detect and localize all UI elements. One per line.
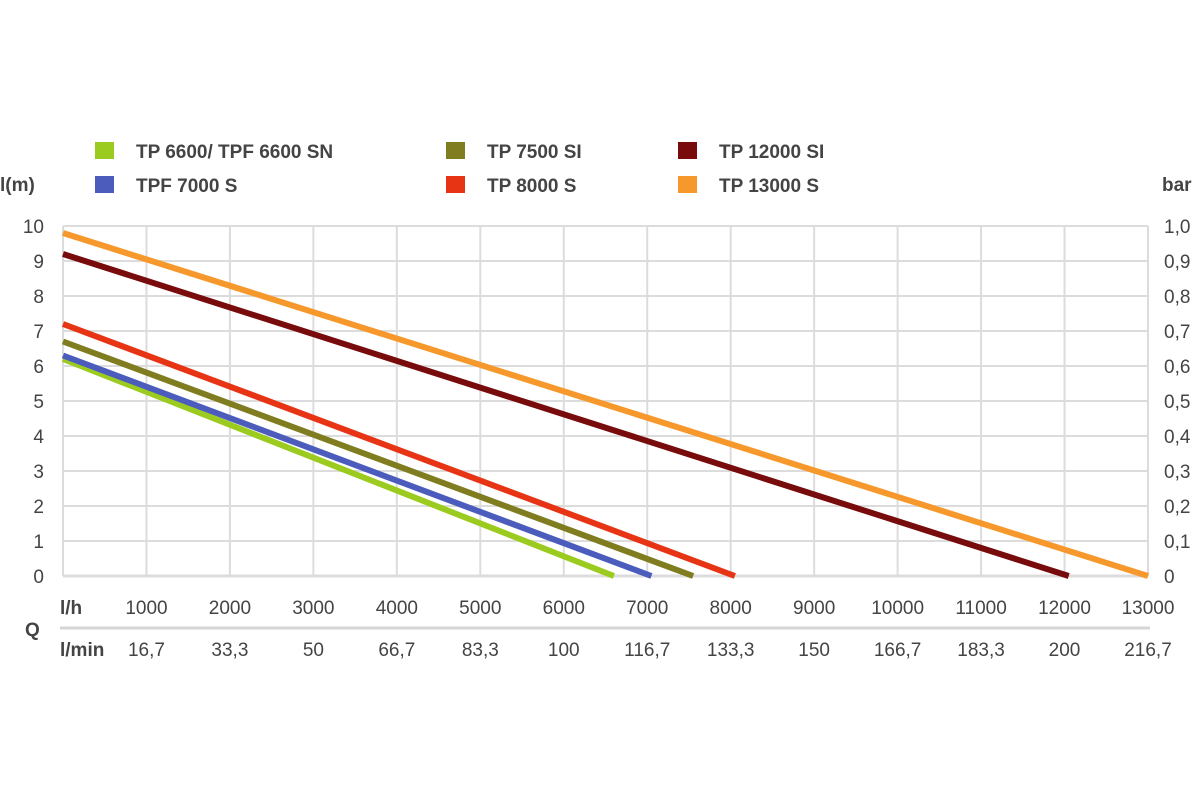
- x-tick-lmin: 16,7: [128, 640, 165, 661]
- y-tick-left: 6: [33, 357, 44, 378]
- series-line: [61, 352, 653, 579]
- y-tick-right: 0,6: [1164, 357, 1190, 378]
- series-line: [61, 321, 736, 579]
- legend-label: TP 12000 SI: [719, 142, 824, 163]
- y-tick-right: 0,2: [1164, 497, 1190, 518]
- x-tick-lmin: 50: [303, 640, 324, 661]
- legend-swatch: [446, 176, 465, 193]
- y-tick-left: 7: [33, 322, 44, 343]
- legend-label: TPF 7000 S: [136, 176, 237, 197]
- legend-swatch: [95, 176, 114, 193]
- x-tick-lh: 6000: [543, 598, 585, 619]
- x-tick-lmin: 216,7: [1124, 640, 1172, 661]
- y-tick-left: 8: [33, 287, 44, 308]
- series-line: [62, 230, 1149, 579]
- legend: TP 6600/ TPF 6600 SN TPF 7000 S TP 7500 SI…: [95, 142, 824, 197]
- x-tick-lmin: 200: [1049, 640, 1081, 661]
- x-unit-lmin: l/min: [60, 640, 104, 661]
- x-tick-lh: 10000: [871, 598, 924, 619]
- y-tick-left: 2: [33, 497, 44, 518]
- legend-swatch: [95, 142, 114, 159]
- x-tick-lmin: 166,7: [874, 640, 922, 661]
- y-tick-right: 0,5: [1164, 392, 1190, 413]
- x-tick-lmin: 183,3: [957, 640, 1005, 661]
- legend-swatch: [446, 142, 465, 159]
- series-line: [62, 251, 1070, 579]
- y-tick-left: 0: [33, 567, 44, 588]
- y-tick-right: 0,3: [1164, 462, 1190, 483]
- y-tick-left: 3: [33, 462, 44, 483]
- x-tick-lmin: 66,7: [378, 640, 415, 661]
- x-unit-lh: l/h: [60, 598, 82, 619]
- x-tick-lh: 4000: [376, 598, 418, 619]
- x-tick-lh: 13000: [1122, 598, 1175, 619]
- x-tick-lh: 1000: [125, 598, 167, 619]
- legend-swatch: [678, 142, 697, 159]
- x-tick-lh: 2000: [209, 598, 251, 619]
- y-tick-right: 0: [1164, 567, 1175, 588]
- legend-swatch: [678, 176, 697, 193]
- y-tick-right: 0,4: [1164, 427, 1191, 448]
- x-tick-lh: 11000: [955, 598, 1006, 619]
- series-line: [61, 338, 695, 579]
- y-tick-left: 10: [23, 217, 44, 238]
- y-tick-right: 0,9: [1164, 252, 1190, 273]
- legend-label: TP 8000 S: [487, 176, 576, 197]
- x-tick-lh: 7000: [626, 598, 668, 619]
- x-tick-lmin: 100: [548, 640, 580, 661]
- y-tick-right: 0,8: [1164, 287, 1190, 308]
- y-tick-left: 5: [33, 392, 44, 413]
- y-tick-right: 1,0: [1164, 217, 1190, 238]
- x-tick-lh: 3000: [292, 598, 334, 619]
- y-tick-left: 1: [33, 532, 44, 553]
- y-tick-right: 0,7: [1164, 322, 1190, 343]
- series-lines: [61, 230, 1149, 579]
- x-tick-lh: 12000: [1038, 598, 1091, 619]
- x-tick-lh: 5000: [459, 598, 501, 619]
- y-axis-right-label: bar: [1162, 175, 1192, 196]
- series-line: [61, 356, 615, 579]
- y-axis-left-label: l(m): [0, 175, 35, 196]
- x-axis-label: Q: [25, 620, 40, 641]
- legend-label: TP 7500 SI: [487, 142, 582, 163]
- x-tick-lmin: 133,3: [707, 640, 755, 661]
- x-tick-lmin: 150: [798, 640, 830, 661]
- y-tick-left: 9: [33, 252, 44, 273]
- y-tick-left: 4: [33, 427, 44, 448]
- x-tick-lmin: 116,7: [624, 640, 670, 661]
- x-tick-lmin: 33,3: [211, 640, 248, 661]
- legend-label: TP 13000 S: [719, 176, 819, 197]
- x-tick-lmin: 83,3: [462, 640, 499, 661]
- legend-label: TP 6600/ TPF 6600 SN: [136, 142, 333, 163]
- x-tick-lh: 9000: [793, 598, 835, 619]
- x-tick-lh: 8000: [710, 598, 752, 619]
- y-tick-right: 0,1: [1164, 532, 1190, 553]
- tick-labels: 0 0 1 0,1 2 0,2 3 0,3 4 0,4 5 0,5 6 0,6 7 0,7 8 0,8 9 0,9 10…: [23, 217, 1191, 661]
